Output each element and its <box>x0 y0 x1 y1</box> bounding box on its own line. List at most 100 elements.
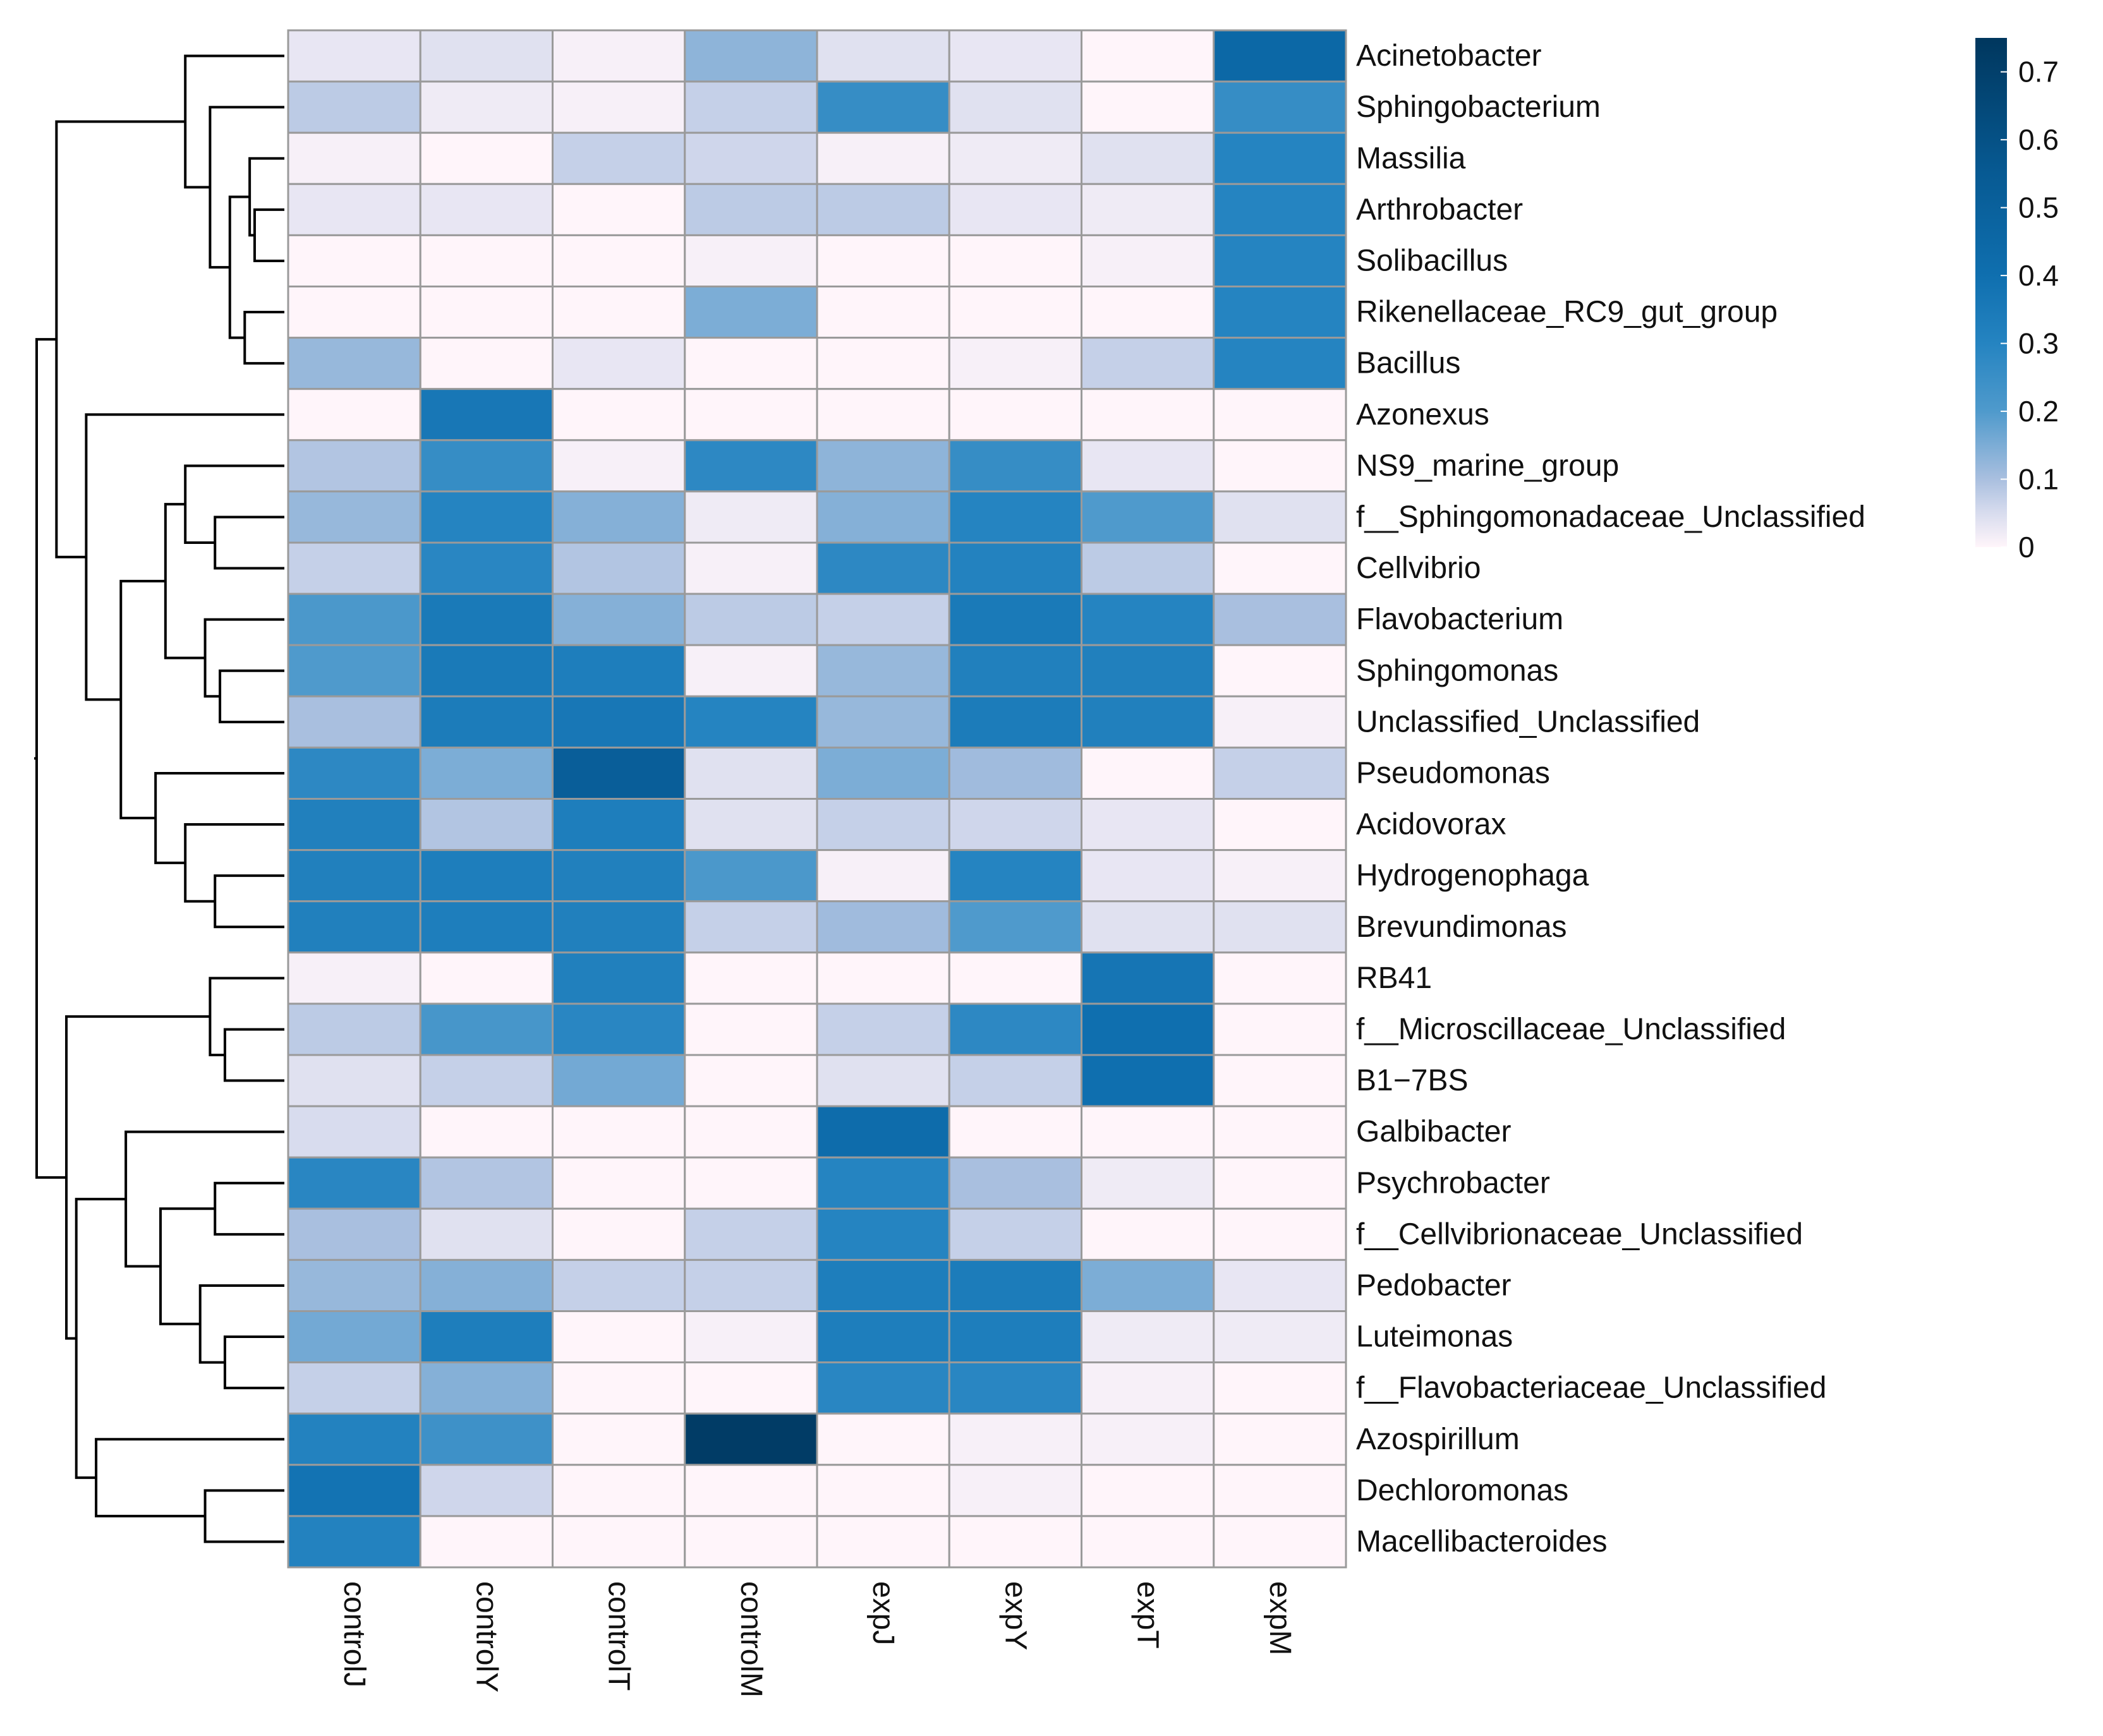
cell-psychrobacter-expt <box>1081 1156 1215 1210</box>
cell-pedobacter-controlm <box>684 1258 818 1313</box>
cell-hydrogenophaga-expj <box>816 849 950 903</box>
cell-rikenellaceae-rc9-gut-group-controly <box>419 286 554 339</box>
cell-unclassified-unclassified-controlm <box>684 695 818 749</box>
cell-cellvibrio-expm <box>1213 541 1347 595</box>
cell-luteimonas-expj <box>816 1310 950 1364</box>
dendrogram-branch <box>75 1198 126 1480</box>
cell-b1-7bs-expj <box>816 1054 950 1107</box>
cell-arthrobacter-controlj <box>287 183 421 236</box>
cell-f-cellvibrionaceae-unclassified-expm <box>1213 1207 1347 1261</box>
cell-azonexus-expy <box>948 388 1082 442</box>
cell-cellvibrio-controlt <box>552 541 686 595</box>
row-label-flavobacterium: Flavobacterium <box>1356 603 1563 636</box>
cell-f-sphingomonadaceae-unclassified-controlt <box>552 490 686 544</box>
row-labels: Acinetobacter Sphingobacterium Massilia Art… <box>1356 39 1865 1558</box>
cell-acinetobacter-expj <box>816 29 950 83</box>
colorbar-tick-label: 0 <box>2018 531 2035 564</box>
cell-solibacillus-expy <box>948 234 1082 287</box>
cell-brevundimonas-expm <box>1213 900 1347 954</box>
cell-massilia-controly <box>419 131 554 185</box>
cell-acinetobacter-controlj <box>287 29 421 83</box>
cell-brevundimonas-controlm <box>684 900 818 954</box>
cell-hydrogenophaga-controlt <box>552 849 686 903</box>
cell-unclassified-unclassified-controlt <box>552 695 686 749</box>
cell-hydrogenophaga-controly <box>419 849 554 903</box>
cell-luteimonas-controlt <box>552 1310 686 1364</box>
cell-ns9-marine-group-controlj <box>287 439 421 493</box>
col-label-expj: expJ <box>866 1581 900 1645</box>
cell-sphingobacterium-controlj <box>287 80 421 134</box>
cell-brevundimonas-expy <box>948 900 1082 954</box>
dendrogram-branch <box>203 1489 284 1543</box>
dendrogram-branch <box>214 515 284 570</box>
cell-azospirillum-controlj <box>287 1413 421 1466</box>
colorbar: 0 0.1 0.2 0.3 0.4 0.5 0.6 0.7 <box>1975 38 2059 564</box>
cell-pseudomonas-expm <box>1213 746 1347 800</box>
cell-rikenellaceae-rc9-gut-group-expm <box>1213 286 1347 339</box>
cell-acinetobacter-expt <box>1081 29 1215 83</box>
cell-rikenellaceae-rc9-gut-group-controlm <box>684 286 818 339</box>
row-label-sphingomonas: Sphingomonas <box>1356 654 1558 687</box>
cell-cellvibrio-expy <box>948 541 1082 595</box>
cell-dechloromonas-controlt <box>552 1464 686 1517</box>
cell-dechloromonas-expy <box>948 1464 1082 1517</box>
cell-arthrobacter-controlt <box>552 183 686 236</box>
cell-f-flavobacteriaceae-unclassified-controlt <box>552 1361 686 1415</box>
cell-unclassified-unclassified-expt <box>1081 695 1215 749</box>
cell-pseudomonas-expj <box>816 746 950 800</box>
cell-psychrobacter-controlm <box>684 1156 818 1210</box>
colorbar-tick-label: 0.3 <box>2018 327 2059 360</box>
cell-b1-7bs-expm <box>1213 1054 1347 1107</box>
cell-ns9-marine-group-controly <box>419 439 554 493</box>
cell-flavobacterium-controly <box>419 593 554 646</box>
dendrogram-branch <box>119 579 166 819</box>
cell-massilia-controlj <box>287 131 421 185</box>
cell-f-microscillaceae-unclassified-controlj <box>287 1003 421 1056</box>
cell-luteimonas-expy <box>948 1310 1082 1364</box>
cell-unclassified-unclassified-controlj <box>287 695 421 749</box>
cell-bacillus-controlj <box>287 337 421 390</box>
cell-brevundimonas-expt <box>1081 900 1215 954</box>
cell-massilia-expm <box>1213 131 1347 185</box>
row-label-bacillus: Bacillus <box>1356 347 1460 380</box>
cell-f-microscillaceae-unclassified-controly <box>419 1003 554 1056</box>
col-label-controlt: controlT <box>602 1581 636 1691</box>
row-label-azospirillum: Azospirillum <box>1356 1423 1520 1456</box>
col-label-controly: controlY <box>470 1581 503 1692</box>
cell-acidovorax-controlj <box>287 798 421 852</box>
row-label-azonexus: Azonexus <box>1356 398 1489 431</box>
cell-solibacillus-controly <box>419 234 554 287</box>
cell-f-flavobacteriaceae-unclassified-controly <box>419 1361 554 1415</box>
cell-f-cellvibrionaceae-unclassified-expy <box>948 1207 1082 1261</box>
cell-rikenellaceae-rc9-gut-group-expt <box>1081 286 1215 339</box>
cell-pedobacter-expt <box>1081 1258 1215 1313</box>
cell-f-sphingomonadaceae-unclassified-controlj <box>287 490 421 544</box>
row-label-rb41: RB41 <box>1356 961 1432 995</box>
cell-bacillus-expm <box>1213 337 1347 390</box>
cell-sphingobacterium-expj <box>816 80 950 134</box>
cell-f-flavobacteriaceae-unclassified-expy <box>948 1361 1082 1415</box>
cell-ns9-marine-group-expy <box>948 439 1082 493</box>
cell-b1-7bs-controlj <box>287 1054 421 1107</box>
cell-rb41-expy <box>948 951 1082 1005</box>
cell-unclassified-unclassified-expy <box>948 695 1082 749</box>
colorbar-tick-label: 0.5 <box>2018 191 2059 224</box>
cell-hydrogenophaga-controlm <box>684 849 818 903</box>
cell-hydrogenophaga-expm <box>1213 849 1347 903</box>
cell-acinetobacter-controlt <box>552 29 686 83</box>
cell-rb41-expj <box>816 951 950 1005</box>
cell-solibacillus-controlj <box>287 234 421 287</box>
cell-pedobacter-controlj <box>287 1258 421 1313</box>
cell-rb41-controlm <box>684 951 818 1005</box>
cell-luteimonas-controlj <box>287 1310 421 1364</box>
dendrogram-branch <box>243 311 284 365</box>
cell-f-flavobacteriaceae-unclassified-controlj <box>287 1361 421 1415</box>
cell-flavobacterium-controlt <box>552 593 686 646</box>
cell-pseudomonas-expt <box>1081 746 1215 800</box>
cell-sphingomonas-expm <box>1213 644 1347 697</box>
row-label-macellibacteroides: Macellibacteroides <box>1356 1525 1608 1558</box>
cell-f-cellvibrionaceae-unclassified-controlj <box>287 1207 421 1261</box>
cell-acidovorax-controly <box>419 798 554 852</box>
cell-cellvibrio-controlj <box>287 541 421 595</box>
